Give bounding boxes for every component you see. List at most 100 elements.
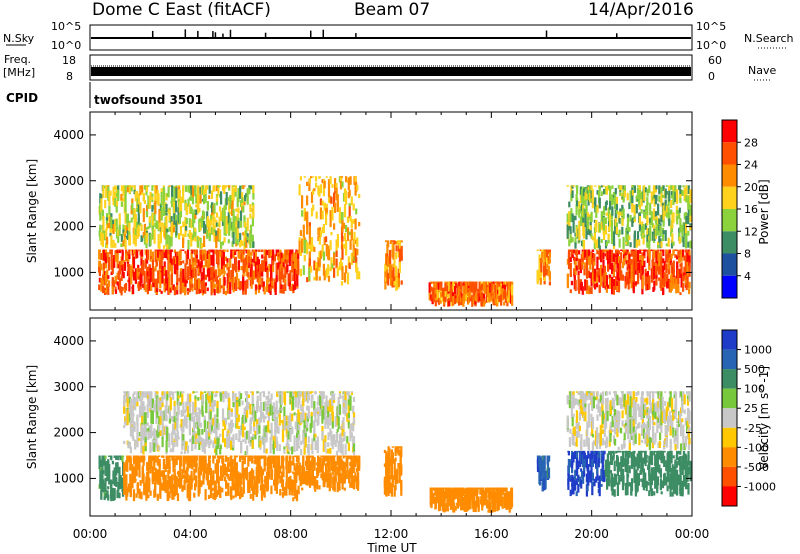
range-cell bbox=[121, 455, 124, 463]
range-cell bbox=[672, 260, 675, 274]
range-cell bbox=[575, 203, 578, 216]
range-cell bbox=[286, 264, 289, 273]
range-cell bbox=[327, 442, 330, 447]
range-cell bbox=[251, 455, 254, 464]
range-cell bbox=[143, 482, 146, 496]
range-cell bbox=[176, 251, 179, 259]
range-cell bbox=[307, 443, 310, 456]
range-cell bbox=[185, 204, 188, 216]
range-cell bbox=[165, 440, 168, 453]
range-cell bbox=[130, 249, 133, 251]
range-cell bbox=[571, 249, 574, 253]
range-cell bbox=[256, 391, 259, 393]
range-cell bbox=[683, 222, 686, 237]
range-cell bbox=[590, 286, 593, 294]
range-cell bbox=[688, 281, 691, 289]
range-cell bbox=[148, 456, 151, 469]
range-cell bbox=[596, 256, 599, 270]
range-cell bbox=[153, 471, 156, 481]
range-cell bbox=[202, 268, 205, 280]
range-cell bbox=[317, 461, 320, 476]
range-cell bbox=[121, 264, 124, 276]
range-cell bbox=[210, 478, 213, 486]
range-cell bbox=[122, 486, 125, 497]
range-cell bbox=[350, 219, 353, 228]
range-cell bbox=[591, 201, 594, 209]
range-cell bbox=[258, 264, 261, 278]
range-cell bbox=[100, 194, 103, 200]
range-cell bbox=[132, 271, 136, 281]
range-cell bbox=[175, 476, 178, 491]
range-cell bbox=[207, 494, 211, 499]
range-cell bbox=[182, 221, 185, 228]
range-cell bbox=[202, 277, 205, 290]
range-cell bbox=[189, 401, 192, 408]
range-cell bbox=[160, 222, 163, 232]
range-cell bbox=[141, 427, 144, 441]
range-cell bbox=[233, 455, 237, 462]
range-cell bbox=[185, 401, 188, 407]
range-cell bbox=[579, 186, 582, 195]
range-cell bbox=[319, 399, 322, 406]
range-cell bbox=[265, 425, 268, 432]
range-cell bbox=[248, 187, 251, 195]
range-cell bbox=[150, 459, 153, 468]
range-cell bbox=[653, 272, 656, 276]
range-cell bbox=[272, 260, 275, 266]
range-cell bbox=[284, 249, 287, 260]
range-cell bbox=[170, 285, 173, 291]
range-cell bbox=[186, 288, 190, 292]
range-cell bbox=[338, 404, 342, 415]
range-cell bbox=[154, 467, 157, 474]
range-cell bbox=[197, 185, 200, 194]
range-cell bbox=[632, 249, 635, 251]
range-cell bbox=[585, 205, 588, 214]
range-cell bbox=[683, 255, 686, 261]
range-cell bbox=[316, 406, 319, 415]
range-cell bbox=[469, 281, 472, 295]
range-cell bbox=[214, 422, 217, 434]
range-cell bbox=[193, 416, 196, 432]
range-cell bbox=[263, 249, 266, 256]
range-cell bbox=[310, 207, 314, 217]
range-cell bbox=[151, 225, 154, 240]
range-cell bbox=[356, 237, 359, 247]
range-cell bbox=[118, 479, 121, 489]
range-cell bbox=[686, 252, 689, 263]
range-cell bbox=[652, 208, 656, 221]
range-cell bbox=[110, 481, 113, 490]
range-cell bbox=[105, 236, 109, 245]
range-cell bbox=[313, 459, 316, 471]
range-cell bbox=[440, 292, 443, 298]
range-cell bbox=[685, 234, 688, 242]
range-cell bbox=[689, 240, 692, 249]
range-cell bbox=[266, 250, 269, 255]
range-cell bbox=[156, 493, 159, 498]
range-cell bbox=[585, 290, 589, 294]
range-cell bbox=[212, 265, 215, 277]
range-cell bbox=[339, 176, 343, 190]
range-cell bbox=[228, 410, 231, 420]
range-cell bbox=[598, 236, 601, 248]
range-cell bbox=[500, 285, 503, 295]
range-cell bbox=[177, 470, 180, 478]
range-cell bbox=[347, 412, 350, 419]
range-cell bbox=[665, 263, 668, 274]
range-cell bbox=[199, 409, 203, 415]
range-cell bbox=[212, 440, 215, 449]
range-cell bbox=[190, 190, 193, 201]
range-cell bbox=[222, 420, 225, 427]
range-cell bbox=[678, 185, 681, 191]
range-cell bbox=[630, 275, 633, 289]
range-cell bbox=[342, 404, 345, 415]
range-cell bbox=[299, 477, 302, 485]
range-cell bbox=[335, 258, 338, 269]
range-cell bbox=[219, 185, 222, 187]
range-cell bbox=[253, 406, 256, 418]
range-cell bbox=[243, 457, 246, 465]
range-cell bbox=[685, 195, 688, 203]
range-cell bbox=[221, 218, 225, 226]
range-cell bbox=[352, 436, 356, 447]
range-cell bbox=[648, 275, 651, 285]
range-cell bbox=[623, 185, 626, 191]
